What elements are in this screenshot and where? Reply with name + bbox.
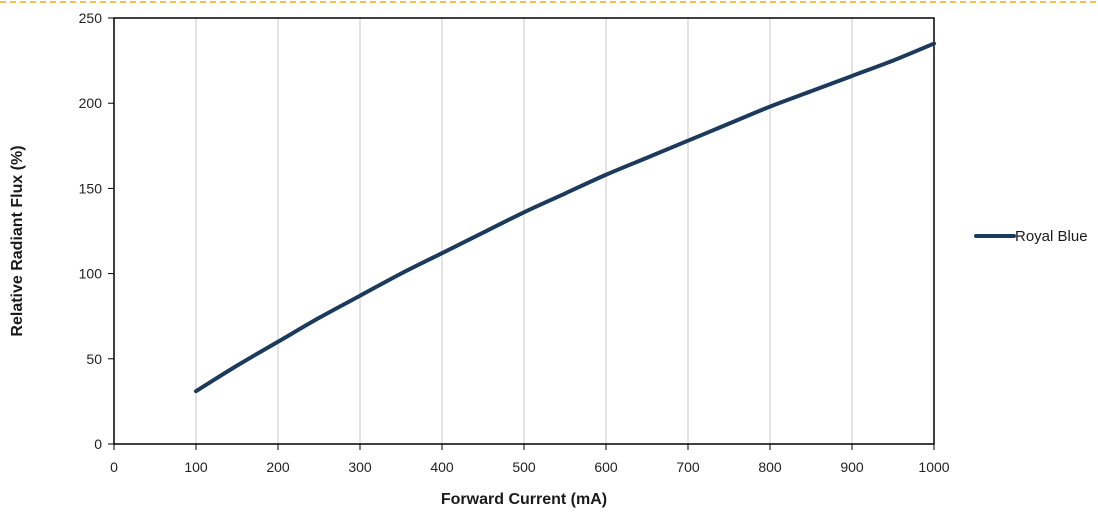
x-axis-title: Forward Current (mA)	[441, 491, 607, 508]
legend: Royal Blue	[974, 228, 1088, 245]
series-line-royal-blue	[194, 41, 936, 394]
x-tick-label: 400	[430, 459, 454, 475]
y-tick-label: 250	[79, 10, 103, 26]
legend-label-royal-blue: Royal Blue	[1015, 228, 1088, 245]
axes	[108, 17, 935, 450]
x-tick-label: 700	[676, 459, 700, 475]
x-tick-label: 200	[266, 459, 290, 475]
y-axis-title: Relative Radiant Flux (%)	[9, 145, 26, 336]
x-tick-label: 100	[184, 459, 208, 475]
series-lines	[194, 41, 936, 394]
y-tick-label: 100	[79, 266, 103, 282]
y-tick-label: 150	[79, 180, 103, 196]
tick-labels: 0 100 200 300 400 500 600 700 800 900 1000 0 50 100 15…	[79, 10, 950, 475]
gridlines	[195, 18, 853, 444]
x-tick-label: 500	[512, 459, 536, 475]
y-tick-label: 200	[79, 95, 103, 111]
x-tick-label: 600	[594, 459, 618, 475]
y-tick-label: 0	[94, 436, 102, 452]
x-tick-label: 900	[840, 459, 864, 475]
x-tick-label: 0	[110, 459, 118, 475]
y-tick-label: 50	[86, 351, 102, 367]
x-tick-label: 800	[758, 459, 782, 475]
x-tick-label: 1000	[918, 459, 949, 475]
x-tick-label: 300	[348, 459, 372, 475]
